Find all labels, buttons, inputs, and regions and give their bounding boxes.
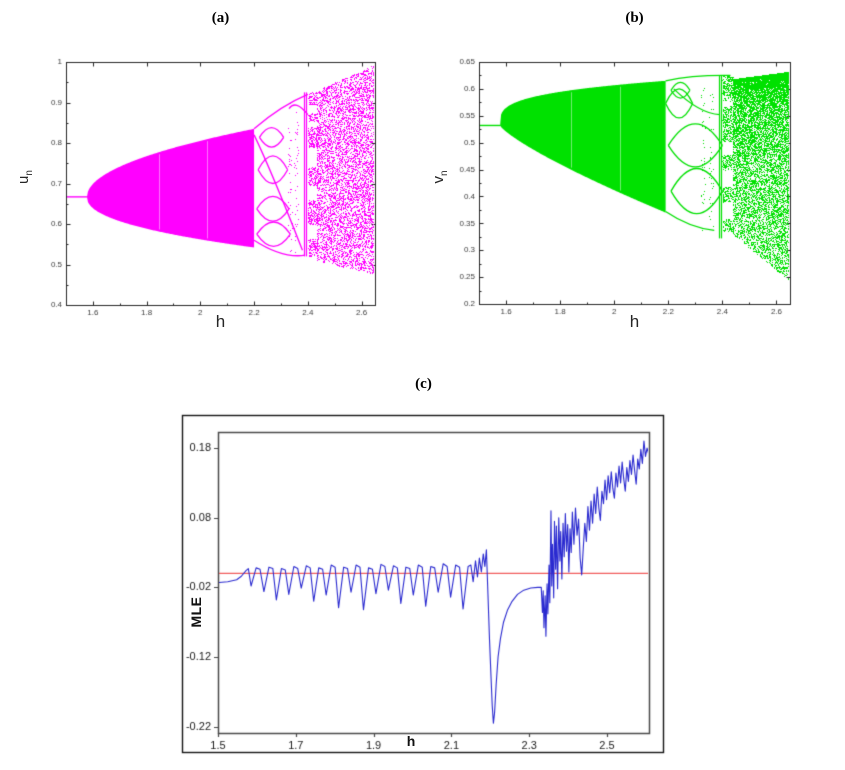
panel-b-xlabel: h: [629, 312, 640, 331]
panel-a-ylabel: un: [15, 155, 35, 199]
panel-c-title: (c): [415, 376, 432, 392]
panel-c-ylabel: MLE: [188, 596, 204, 628]
panel-c-xlabel: h: [406, 733, 416, 749]
panel-a-ylabel-subscript: n: [24, 170, 35, 176]
panel-b-ylabel-subscript: n: [439, 170, 450, 177]
panel-a-ylabel-letter: u: [15, 175, 32, 184]
panel-a-title: (a): [211, 10, 230, 26]
panel-b-title: (b): [625, 10, 644, 26]
panel-b-ylabel-letter: v: [430, 176, 447, 184]
panel-a-xlabel: h: [215, 312, 226, 331]
panel-b-ylabel: vn: [430, 155, 450, 199]
